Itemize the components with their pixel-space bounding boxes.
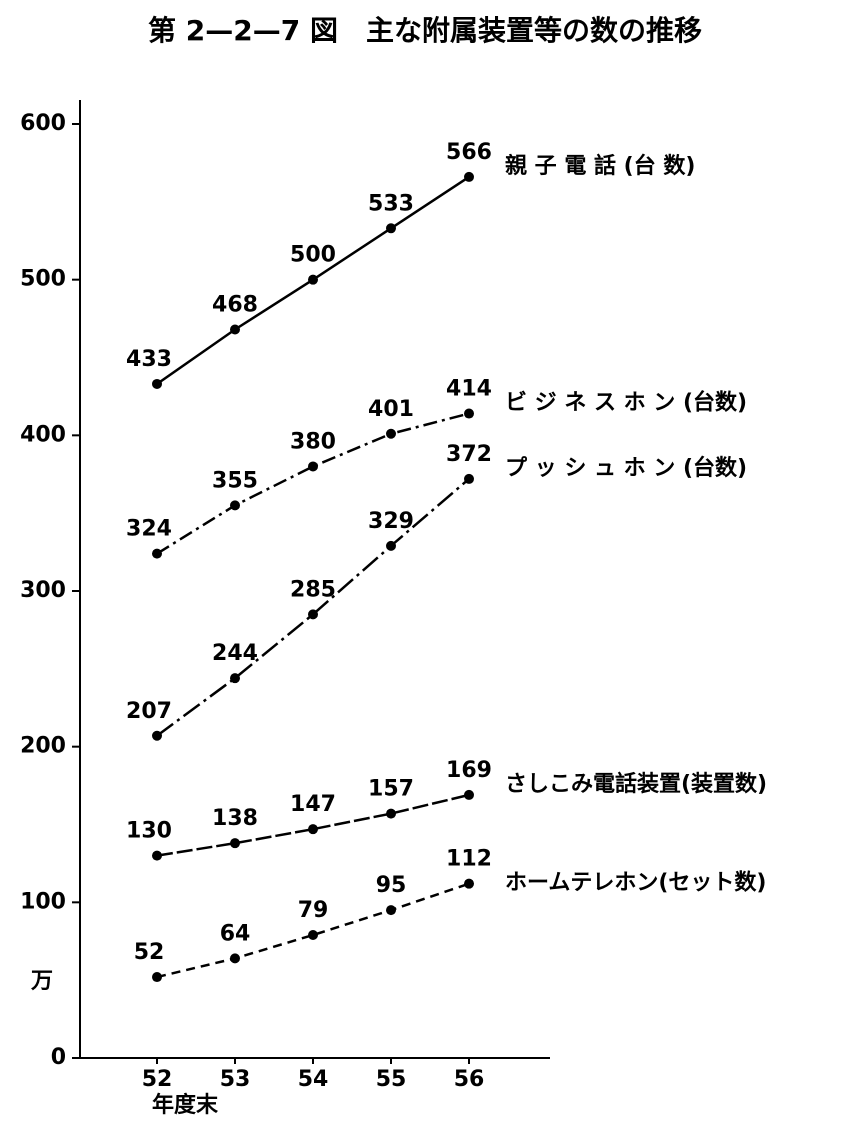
data-label: 52: [134, 940, 165, 965]
data-point: [152, 850, 162, 861]
data-point: [308, 824, 318, 835]
data-point: [386, 540, 396, 551]
data-label: 355: [212, 468, 258, 493]
data-point: [464, 171, 474, 182]
y-unit: 万: [30, 969, 53, 994]
series-line: [156, 793, 470, 857]
legend-label: ビ ジ ネ ス ホ ン (台数): [505, 390, 747, 416]
x-tick-label: 55: [376, 1067, 407, 1092]
x-axis-label: 年度末: [152, 1092, 219, 1118]
data-label: 414: [446, 377, 492, 402]
data-point: [230, 838, 240, 849]
data-point: [152, 730, 162, 741]
data-point: [308, 609, 318, 620]
data-point: [230, 953, 240, 964]
data-point: [230, 324, 240, 335]
data-point: [230, 673, 240, 684]
legend-label: 親 子 電 話 (台 数): [505, 153, 695, 179]
data-label: 79: [298, 898, 329, 923]
data-point: [308, 461, 318, 472]
data-label: 138: [212, 806, 258, 831]
data-point: [152, 378, 162, 389]
y-tick-label: 400: [20, 422, 66, 447]
data-label: 433: [126, 347, 172, 372]
data-label: 533: [368, 191, 414, 216]
series-line: [156, 412, 470, 555]
data-label: 244: [212, 641, 258, 666]
data-point: [308, 930, 318, 941]
data-label: 468: [212, 292, 258, 317]
legend-label: さしこみ電話装置(装置数): [505, 771, 767, 797]
data-point: [386, 223, 396, 234]
data-label: 112: [446, 847, 492, 872]
chart-title: 第 2—2—7 図 主な附属装置等の数の推移: [148, 14, 702, 47]
data-label: 130: [126, 819, 172, 844]
data-label: 324: [126, 517, 172, 542]
data-point: [152, 548, 162, 559]
x-tick-label: 52: [142, 1067, 173, 1092]
x-tick-label: 56: [454, 1067, 485, 1092]
x-tick-label: 54: [298, 1067, 329, 1092]
data-label: 500: [290, 243, 336, 268]
data-point: [308, 274, 318, 285]
data-point: [464, 473, 474, 484]
y-tick-label: 0: [51, 1045, 66, 1070]
data-label: 64: [220, 921, 251, 946]
data-label: 157: [368, 777, 414, 802]
data-point: [230, 500, 240, 511]
series-line: [156, 477, 470, 737]
y-tick-label: 100: [20, 889, 66, 914]
y-tick-label: 500: [20, 267, 66, 292]
series-line: [156, 882, 470, 979]
y-tick-label: 200: [20, 734, 66, 759]
y-tick-label: 300: [20, 578, 66, 603]
data-point: [386, 905, 396, 916]
data-point: [152, 972, 162, 983]
data-label: 207: [126, 699, 172, 724]
data-point: [464, 408, 474, 419]
legend-label: プ ッ シ ュ ホ ン (台数): [505, 455, 747, 481]
data-label: 329: [368, 509, 414, 534]
x-tick-label: 53: [220, 1067, 251, 1092]
data-label: 401: [368, 397, 414, 422]
data-point: [386, 808, 396, 819]
data-label: 285: [290, 577, 336, 602]
data-label: 95: [376, 873, 407, 898]
y-tick-label: 600: [20, 111, 66, 136]
data-label: 147: [290, 792, 336, 817]
data-label: 566: [446, 140, 492, 165]
data-label: 169: [446, 758, 492, 783]
data-point: [464, 878, 474, 889]
data-point: [386, 428, 396, 439]
data-point: [464, 789, 474, 800]
legend-label: ホームテレホン(セット数): [505, 870, 766, 896]
data-label: 380: [290, 429, 336, 454]
data-label: 372: [446, 442, 492, 467]
